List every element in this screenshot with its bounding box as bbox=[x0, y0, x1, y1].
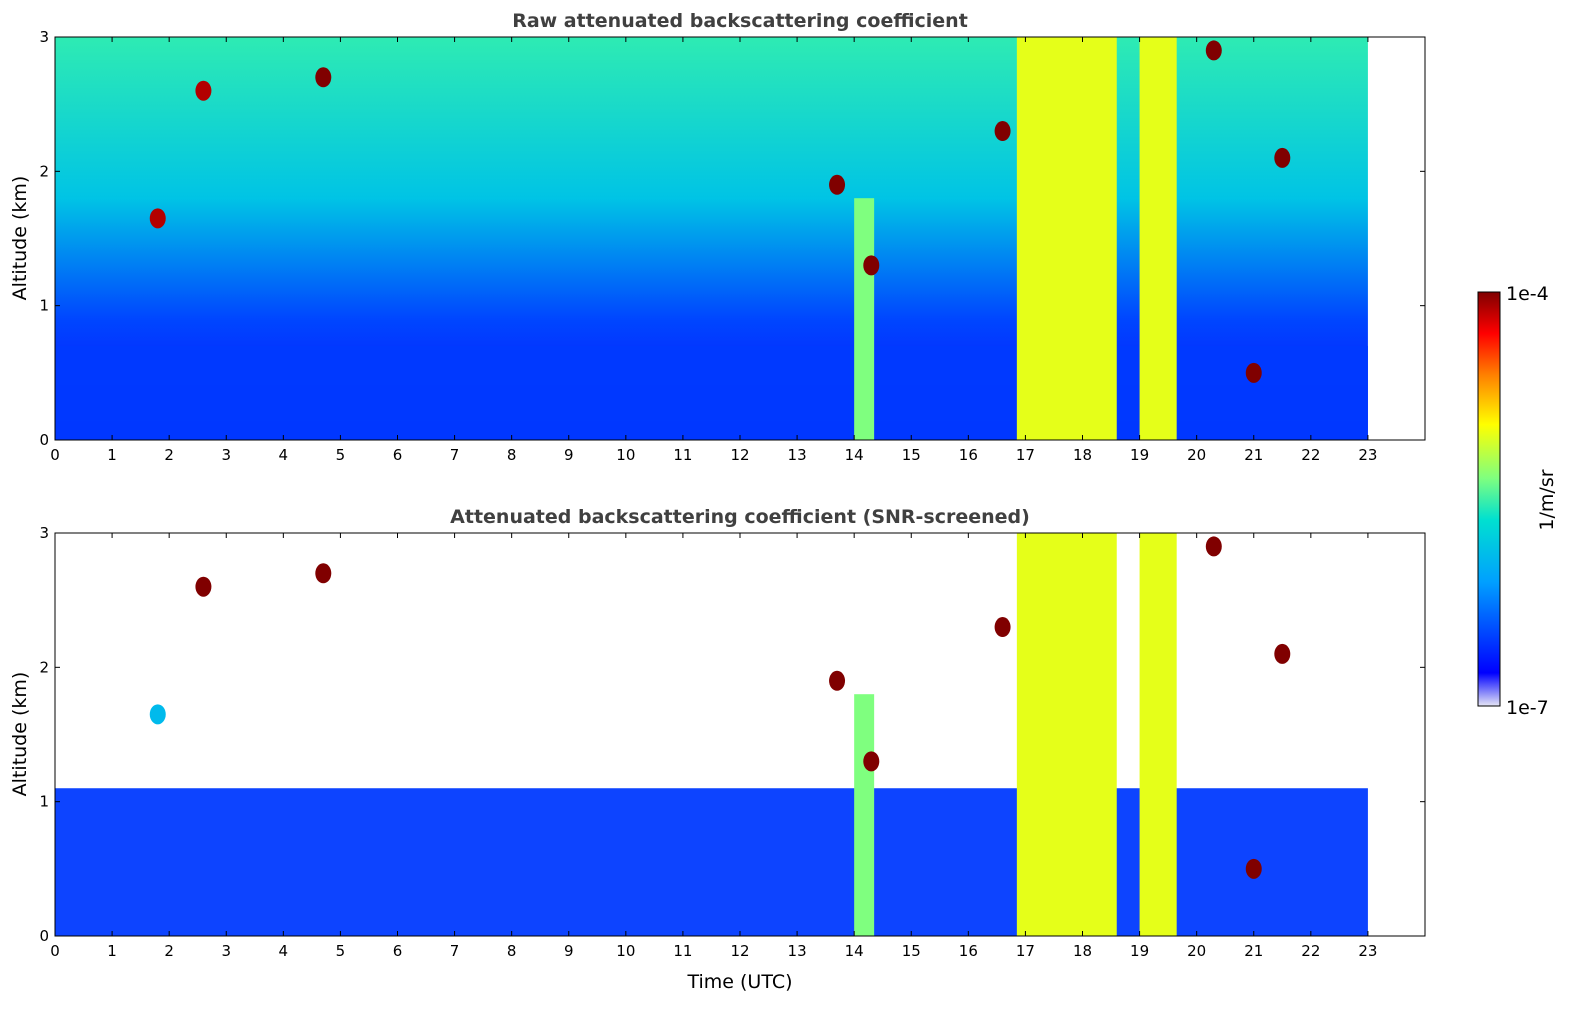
x-tick-label: 6 bbox=[393, 446, 403, 464]
x-tick-label: 6 bbox=[393, 942, 403, 960]
y-tick-label: 0 bbox=[39, 927, 49, 945]
x-tick-label: 20 bbox=[1187, 942, 1206, 960]
panel-screened-ylabel: Altitude (km) bbox=[9, 672, 31, 797]
panel-raw-x-axis: 0 1 2 3 4 5 6 7 8 9 10 11 12 13 14 15 16 17 18 19 20 21 22 23 bbox=[50, 37, 1377, 464]
colorbar-gradient bbox=[1477, 291, 1501, 707]
cloud-patch bbox=[994, 617, 1011, 638]
cloud-patch bbox=[1205, 536, 1222, 557]
y-tick-label: 1 bbox=[39, 793, 49, 811]
precipitation-column bbox=[854, 694, 875, 936]
panel-screened-plot bbox=[55, 533, 1368, 936]
cloud-patch bbox=[315, 67, 332, 88]
cloud-patch bbox=[149, 704, 166, 725]
colorbar: 1e-4 1e-7 1/m/sr bbox=[1477, 283, 1558, 719]
panel-raw: Raw attenuated backscattering coefficien… bbox=[9, 10, 1426, 464]
x-tick-label: 14 bbox=[845, 942, 864, 960]
colorbar-unit-label: 1/m/sr bbox=[1536, 469, 1558, 530]
x-tick-label: 14 bbox=[845, 446, 864, 464]
y-tick-label: 1 bbox=[39, 297, 49, 315]
cloud-patch bbox=[315, 563, 332, 584]
panel-raw-ylabel: Altitude (km) bbox=[9, 176, 31, 301]
y-tick-label: 2 bbox=[39, 162, 49, 180]
x-tick-label: 19 bbox=[1130, 942, 1149, 960]
x-tick-label: 9 bbox=[564, 942, 574, 960]
cloud-patch bbox=[1274, 643, 1291, 664]
panel-screened-x-axis: 0 1 2 3 4 5 6 7 8 9 10 11 12 13 14 15 16 17 18 19 20 21 22 23 bbox=[50, 533, 1377, 960]
x-tick-label: 18 bbox=[1073, 942, 1092, 960]
x-tick-label: 1 bbox=[107, 942, 117, 960]
panel-screened-xlabel: Time (UTC) bbox=[686, 971, 792, 993]
cloud-patch bbox=[1274, 147, 1291, 168]
panel-screened-y-axis: 0 1 2 3 bbox=[39, 524, 1425, 945]
x-tick-label: 0 bbox=[50, 446, 60, 464]
x-tick-label: 21 bbox=[1244, 446, 1263, 464]
cloud-patch bbox=[149, 208, 166, 229]
precipitation-column bbox=[854, 198, 875, 440]
x-tick-label: 17 bbox=[1016, 942, 1035, 960]
y-tick-label: 0 bbox=[39, 431, 49, 449]
x-tick-label: 7 bbox=[450, 446, 460, 464]
x-tick-label: 20 bbox=[1187, 446, 1206, 464]
x-tick-label: 16 bbox=[959, 446, 978, 464]
x-tick-label: 13 bbox=[788, 942, 807, 960]
x-tick-label: 11 bbox=[673, 446, 692, 464]
cloud-patch bbox=[994, 121, 1011, 142]
y-tick-label: 3 bbox=[39, 524, 49, 542]
cloud-patch bbox=[1245, 858, 1262, 879]
colorbar-max-label: 1e-4 bbox=[1506, 283, 1549, 305]
cloud-patch bbox=[829, 174, 846, 195]
x-tick-label: 15 bbox=[902, 942, 921, 960]
precipitation-column bbox=[1139, 533, 1177, 936]
x-tick-label: 3 bbox=[221, 942, 231, 960]
cloud-patch bbox=[195, 576, 212, 597]
x-tick-label: 5 bbox=[336, 942, 346, 960]
cloud-patch bbox=[195, 80, 212, 101]
colorbar-min-label: 1e-7 bbox=[1506, 697, 1549, 719]
x-tick-label: 1 bbox=[107, 446, 117, 464]
x-tick-label: 2 bbox=[164, 942, 174, 960]
cloud-patch bbox=[863, 751, 880, 772]
x-tick-label: 4 bbox=[279, 942, 289, 960]
cloud-patch bbox=[1205, 40, 1222, 61]
y-tick-label: 2 bbox=[39, 658, 49, 676]
x-tick-label: 7 bbox=[450, 942, 460, 960]
panel-raw-plot bbox=[55, 37, 1368, 440]
panel-raw-y-axis: 0 1 2 3 bbox=[39, 28, 1425, 449]
x-tick-label: 11 bbox=[673, 942, 692, 960]
panel-raw-title: Raw attenuated backscattering coefficien… bbox=[512, 10, 968, 32]
x-tick-label: 13 bbox=[788, 446, 807, 464]
x-tick-label: 12 bbox=[730, 942, 749, 960]
x-tick-label: 18 bbox=[1073, 446, 1092, 464]
panel-screened: Attenuated backscattering coefficient (S… bbox=[9, 506, 1426, 993]
x-tick-label: 23 bbox=[1358, 446, 1377, 464]
x-tick-label: 16 bbox=[959, 942, 978, 960]
y-tick-label: 3 bbox=[39, 28, 49, 46]
cloud-patch bbox=[1245, 362, 1262, 383]
cloud-patch bbox=[863, 255, 880, 276]
precipitation-column bbox=[1016, 533, 1117, 936]
x-tick-label: 4 bbox=[279, 446, 289, 464]
x-tick-label: 0 bbox=[50, 942, 60, 960]
precipitation-column bbox=[1139, 37, 1177, 440]
x-tick-label: 3 bbox=[221, 446, 231, 464]
precipitation-column bbox=[1016, 37, 1117, 440]
x-tick-label: 17 bbox=[1016, 446, 1035, 464]
x-tick-label: 2 bbox=[164, 446, 174, 464]
x-tick-label: 23 bbox=[1358, 942, 1377, 960]
x-tick-label: 22 bbox=[1301, 942, 1320, 960]
x-tick-label: 9 bbox=[564, 446, 574, 464]
x-tick-label: 21 bbox=[1244, 942, 1263, 960]
x-tick-label: 19 bbox=[1130, 446, 1149, 464]
panel-screened-title: Attenuated backscattering coefficient (S… bbox=[450, 506, 1030, 528]
x-tick-label: 10 bbox=[616, 942, 635, 960]
x-tick-label: 10 bbox=[616, 446, 635, 464]
x-tick-label: 12 bbox=[730, 446, 749, 464]
x-tick-label: 8 bbox=[507, 942, 517, 960]
cloud-patch bbox=[829, 670, 846, 691]
x-tick-label: 5 bbox=[336, 446, 346, 464]
x-tick-label: 15 bbox=[902, 446, 921, 464]
x-tick-label: 22 bbox=[1301, 446, 1320, 464]
x-tick-label: 8 bbox=[507, 446, 517, 464]
